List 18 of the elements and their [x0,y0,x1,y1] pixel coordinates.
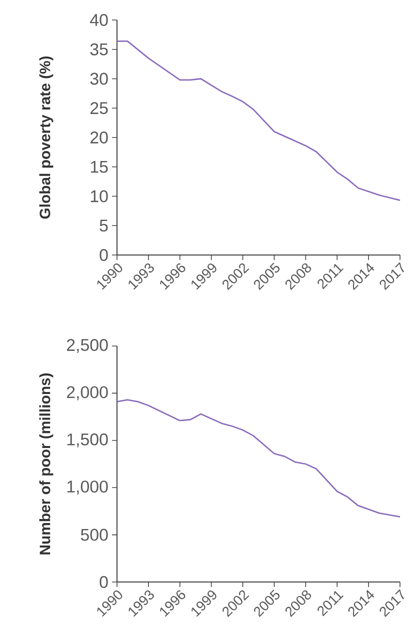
y-axis-title: Global poverty rate (%) [39,56,54,219]
line-series [116,40,401,202]
y-tick-label: 10 [90,190,108,202]
y-tick-label: 1,000 [67,480,108,495]
y-tick-label: 20 [90,132,108,144]
y-tick-label: 0 [100,249,108,261]
y-tick-label: 25 [90,102,108,114]
y-tick-label: 2,500 [66,339,108,353]
y-tick-label: 500 [80,528,108,541]
y-tick-label: 5 [100,220,108,232]
y-tick-label: 1,500 [67,433,108,448]
y-axis-title: Number of poor (millions) [39,373,54,554]
y-tick-label: 2,000 [66,386,108,400]
y-tick-label: 40 [90,14,108,26]
y-tick-label: 30 [90,72,108,85]
y-tick-label: 15 [90,160,108,173]
y-tick-label: 35 [90,43,108,56]
y-tick-label: 0 [100,576,108,588]
